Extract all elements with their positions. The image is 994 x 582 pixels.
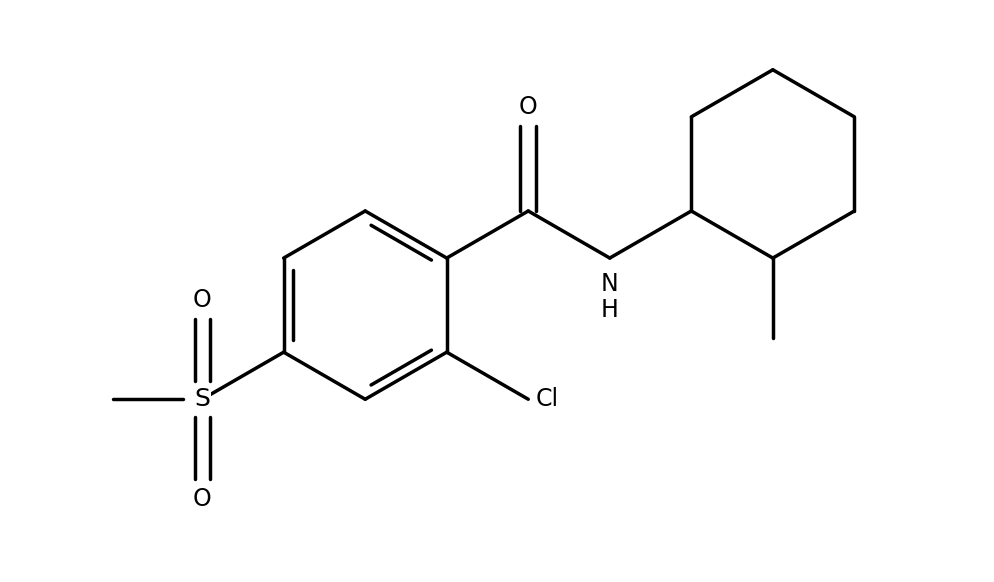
Text: O: O xyxy=(519,95,538,119)
Text: H: H xyxy=(600,297,618,322)
Text: O: O xyxy=(193,288,212,312)
Text: O: O xyxy=(193,487,212,511)
Text: Cl: Cl xyxy=(536,387,559,411)
Text: S: S xyxy=(194,387,210,411)
Text: N: N xyxy=(601,272,618,296)
